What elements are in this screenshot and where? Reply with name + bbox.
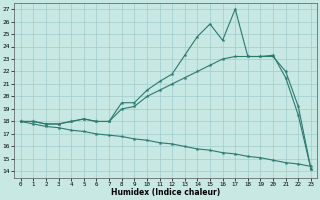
X-axis label: Humidex (Indice chaleur): Humidex (Indice chaleur) — [111, 188, 220, 197]
